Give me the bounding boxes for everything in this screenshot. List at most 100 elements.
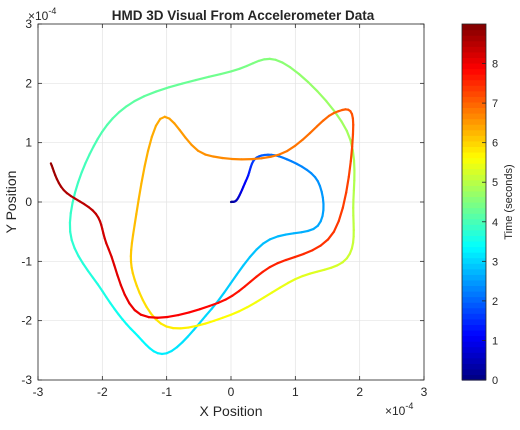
colorbar-band [462, 346, 486, 353]
chart-title: HMD 3D Visual From Accelerometer Data [112, 8, 375, 23]
colorbar-band [462, 263, 486, 270]
axis-tick-labels: -3 -2 -1 0 1 2 3 -3 -2 -1 0 1 2 3 [21, 17, 427, 399]
trajectory-segment [292, 231, 303, 235]
y-axis-exponent-power: -4 [48, 6, 56, 16]
colorbar-band [462, 274, 486, 281]
trajectory-segment [207, 72, 222, 78]
colorbar-tick-label: 1 [492, 335, 498, 347]
trajectory-segment [294, 138, 304, 147]
trajectory-segment [73, 247, 80, 258]
trajectory-segment [269, 235, 279, 241]
trajectory-segment [135, 198, 140, 216]
colorbar-label: Time (seconds) [503, 164, 515, 239]
colorbar-band [462, 218, 486, 225]
trajectory-segment [246, 301, 257, 309]
trajectory-segment [178, 128, 187, 139]
colorbar-band [462, 207, 486, 214]
trajectory-segment [130, 233, 135, 245]
trajectory-segment [125, 100, 136, 108]
trajectory-segment [101, 289, 108, 299]
x-tick-label: 0 [228, 385, 235, 399]
trajectory-segment [260, 155, 272, 160]
colorbar-band [462, 140, 486, 147]
colorbar-band [462, 62, 486, 70]
trajectory-segment [101, 123, 109, 133]
colorbar-band [462, 24, 486, 31]
trajectory-segment [271, 286, 282, 294]
trajectory-segment [254, 296, 266, 304]
colorbar-band [462, 129, 486, 136]
trajectory-segment [294, 274, 304, 281]
trajectory-segment [146, 135, 153, 153]
trajectory-segment [143, 149, 150, 168]
trajectory-segment [139, 313, 150, 319]
y-axis-label: Y Position [3, 171, 19, 234]
trajectory-segment [349, 145, 354, 163]
trajectory-segment [198, 304, 211, 311]
trajectory-segment [213, 316, 224, 322]
trajectory-segment [128, 302, 136, 312]
trajectory-segment [345, 175, 350, 194]
trajectory-segment [81, 262, 90, 272]
trajectory-segment [222, 282, 232, 294]
trajectory-segment [138, 291, 144, 302]
colorbar-tick-label: 5 [492, 177, 498, 189]
trajectory-segment [110, 255, 116, 267]
x-axis-label: X Position [199, 403, 262, 419]
trajectory-segment [289, 66, 301, 76]
colorbar-band [462, 374, 486, 381]
trajectory-segment [154, 117, 162, 127]
colorbar-tick-label: 8 [492, 59, 498, 71]
colorbar-band [462, 29, 486, 36]
trajectory-segment [216, 291, 226, 303]
x-tick-label: 2 [356, 385, 363, 399]
trajectory-segment [245, 62, 255, 68]
colorbar-band [462, 229, 486, 236]
colorbar-band [462, 79, 486, 86]
colorbar-band [462, 257, 486, 264]
colorbar-band [462, 85, 486, 92]
trajectory-segment [116, 274, 122, 287]
colorbar-band [462, 318, 486, 325]
colorbar-tick-label: 0 [492, 375, 498, 387]
trajectory-segment [117, 105, 128, 114]
trajectory-segment [165, 325, 175, 330]
trajectory-segment [262, 238, 272, 245]
trajectory-segment [238, 64, 248, 70]
trajectory-segment [268, 262, 279, 269]
colorbar-band [462, 352, 486, 359]
trajectory-segment [279, 281, 290, 289]
colorbar-band [462, 324, 486, 331]
trajectory-segment [190, 143, 200, 152]
trajectory-segment [243, 280, 252, 288]
trajectory-segment [133, 308, 143, 316]
colorbar [462, 24, 486, 381]
colorbar-band [462, 341, 486, 348]
trajectory-segment [224, 294, 234, 301]
colorbar-band [462, 313, 486, 320]
trajectory-segment [150, 124, 158, 138]
colorbar-band [462, 135, 486, 142]
colorbar-band [462, 335, 486, 342]
trajectory-segment [107, 248, 113, 258]
colorbar-band [462, 168, 486, 175]
trajectory-segment [340, 120, 348, 132]
trajectory-segment [166, 314, 180, 319]
trajectory-segment [286, 278, 297, 285]
trajectory-segment [297, 72, 310, 84]
trajectory-segment [286, 144, 297, 153]
trajectory-segment [301, 272, 312, 278]
trajectory-segment [293, 252, 305, 259]
trajectory-segment [221, 156, 233, 161]
colorbar-band [462, 285, 486, 292]
trajectory-segment [175, 341, 184, 349]
trajectory-segment [130, 241, 134, 252]
trajectory-segment [311, 244, 322, 252]
colorbar-band [462, 124, 486, 131]
colorbar-ticks: 0 1 2 3 4 5 6 7 8 [482, 59, 498, 387]
trajectory-segment [235, 264, 245, 276]
x-axis-exponent-base: ×10 [385, 404, 406, 418]
x-tick-label: 3 [421, 385, 428, 399]
trajectory-segment [284, 232, 295, 236]
y-tick-label: -2 [21, 314, 32, 328]
